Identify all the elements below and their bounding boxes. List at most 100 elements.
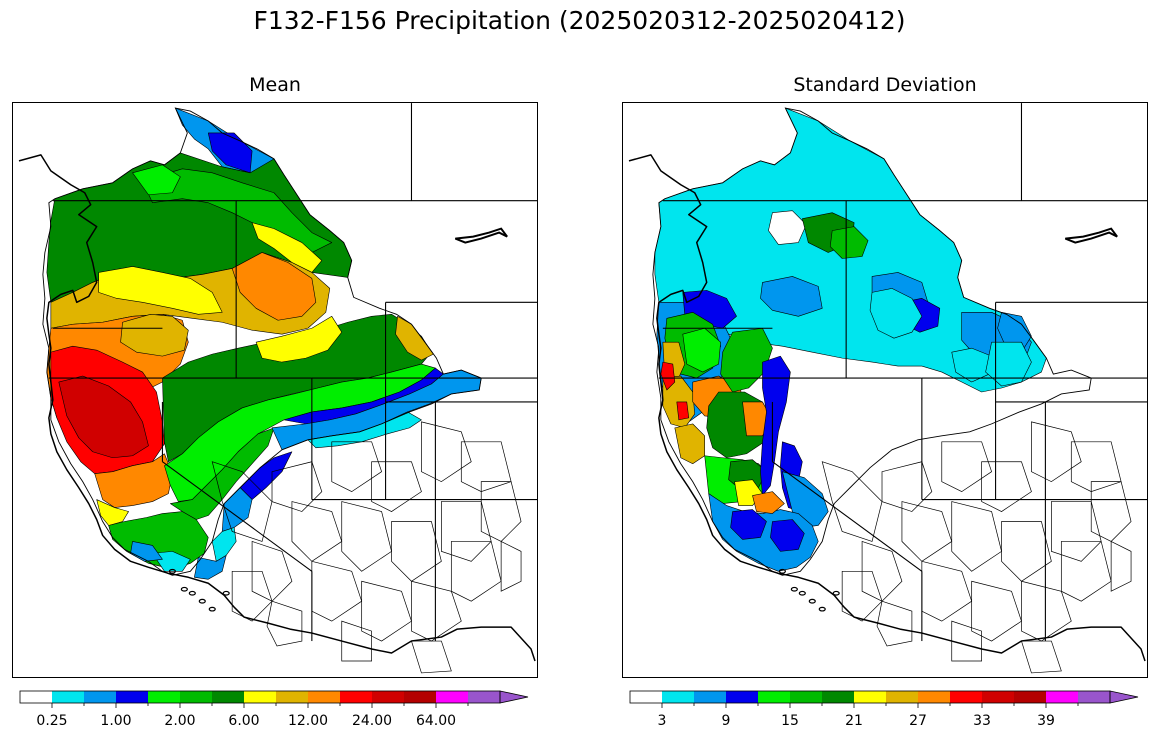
- coastline: [628, 154, 1146, 662]
- colorbar-extend-arrow: [1109, 690, 1139, 704]
- basin-boundary: [42, 107, 482, 576]
- colorbar-swatch: [662, 691, 695, 703]
- basin-group: [654, 107, 1047, 572]
- colorbar-swatch: [404, 691, 437, 703]
- island: [188, 590, 196, 596]
- colorbar-swatch: [630, 691, 663, 703]
- basin-region: [58, 375, 149, 459]
- colorbar-swatch: [758, 691, 791, 703]
- colorbar-extend-arrow: [499, 690, 529, 704]
- colorbar-swatch: [372, 691, 405, 703]
- colorbar-swatch: [84, 691, 117, 703]
- colorbar-swatch: [180, 691, 213, 703]
- subbasin-outline: [821, 461, 883, 542]
- colorbar-swatch: [790, 691, 823, 703]
- colorbar-stddev: 3 9 15 21 27 33 39: [629, 690, 1150, 735]
- colorbar-swatch: [1014, 691, 1047, 703]
- island: [808, 598, 816, 604]
- island: [180, 586, 188, 592]
- island: [222, 590, 230, 596]
- basin-region: [194, 555, 227, 580]
- colorbar-swatch: [468, 691, 501, 703]
- colorbar-frame: [629, 690, 1111, 704]
- colorbar-swatch: [116, 691, 149, 703]
- subbasin-outline: [266, 600, 303, 647]
- subbasin-outline: [311, 560, 363, 622]
- subbasin-outline: [1021, 640, 1062, 674]
- colorbar-swatch: [276, 691, 309, 703]
- basin-region: [869, 288, 923, 339]
- colorbar-tick-label: 12.00: [288, 713, 328, 729]
- subbasin-group: [211, 421, 522, 674]
- colorbar-swatch: [436, 691, 469, 703]
- subbasin-outline: [1021, 580, 1072, 642]
- state-boundary: [162, 461, 313, 572]
- basin-region: [730, 509, 767, 540]
- colorbar-frame: [19, 690, 501, 704]
- subbasin-outline: [460, 441, 512, 492]
- basin-region: [760, 355, 791, 496]
- subbasin-outline: [441, 501, 492, 562]
- subbasin-outline: [1090, 481, 1132, 542]
- subbasin-outline: [951, 620, 982, 662]
- map-mean: [12, 102, 538, 678]
- colorbar-swatch: [854, 691, 887, 703]
- basin-region: [720, 327, 773, 393]
- colorbar-swatch: [950, 691, 983, 703]
- colorbar-swatch: [52, 691, 85, 703]
- colorbar-tick-label: 24.00: [352, 713, 392, 729]
- colorbar-swatch: [694, 691, 727, 703]
- colorbar-tick-label: 33: [973, 713, 991, 729]
- basin-region: [752, 491, 785, 514]
- state-boundary: [772, 461, 923, 572]
- subbasin-outline: [881, 461, 933, 512]
- subbasin-outline: [211, 461, 273, 542]
- basin-group: [46, 107, 482, 580]
- coastline: [18, 154, 536, 662]
- basin-region: [120, 313, 189, 357]
- subbasin-outline: [876, 600, 913, 647]
- subbasin-outline: [291, 501, 343, 562]
- colorbar-tick-label: 39: [1037, 713, 1055, 729]
- island: [790, 586, 798, 592]
- island: [778, 568, 786, 574]
- colorbar-tick-label: 3: [658, 713, 667, 729]
- subbasin-outline: [1110, 540, 1132, 592]
- subbasin-outline: [951, 501, 1002, 572]
- state-boundaries: [658, 103, 1147, 642]
- colorbar-tick-label: 21: [845, 713, 863, 729]
- subbasin-group: [821, 421, 1132, 674]
- subbasin-outline: [331, 441, 383, 493]
- state-boundaries: [48, 103, 537, 642]
- colorbar-tick-label: 9: [722, 713, 731, 729]
- colorbar-tick-label: 27: [909, 713, 927, 729]
- subbasin-outline: [341, 501, 392, 572]
- subbasin-outline: [1001, 521, 1052, 582]
- colorbar-swatch: [148, 691, 181, 703]
- figure-title: F132-F156 Precipitation (2025020312-2025…: [253, 6, 906, 35]
- colorbar-tick-label: 1.00: [100, 713, 131, 729]
- subbasin-outline: [861, 540, 903, 602]
- subbasin-outline: [411, 580, 462, 642]
- colorbar-stddev-canvas: 3 9 15 21 27 33 39: [629, 690, 1139, 729]
- basin-region: [231, 252, 317, 321]
- colorbar-mean: 0.25 1.00 2.00 6.00 12.00 24.00 64.00: [19, 690, 540, 735]
- subbasin-outline: [411, 640, 452, 674]
- island: [798, 590, 806, 596]
- subbasin-outline: [1031, 421, 1082, 483]
- subbasin-outline: [971, 580, 1022, 642]
- basin-region: [760, 276, 823, 317]
- subbasin-outline: [480, 481, 522, 542]
- colorbar-tick-label: 6.00: [228, 713, 259, 729]
- basin-region: [660, 361, 676, 391]
- map-stddev-canvas: [628, 103, 1147, 674]
- basin-region: [674, 423, 705, 465]
- colorbar-mean-canvas: 0.25 1.00 2.00 6.00 12.00 24.00 64.00: [19, 690, 529, 729]
- basin-region: [96, 499, 129, 526]
- colorbar-swatch: [726, 691, 759, 703]
- subbasin-outline: [450, 541, 502, 602]
- subbasin-outline: [371, 461, 422, 512]
- colorbar-tick-label: 64.00: [416, 713, 456, 729]
- colorbar-swatch: [340, 691, 373, 703]
- colorbar-tick-label: 15: [781, 713, 799, 729]
